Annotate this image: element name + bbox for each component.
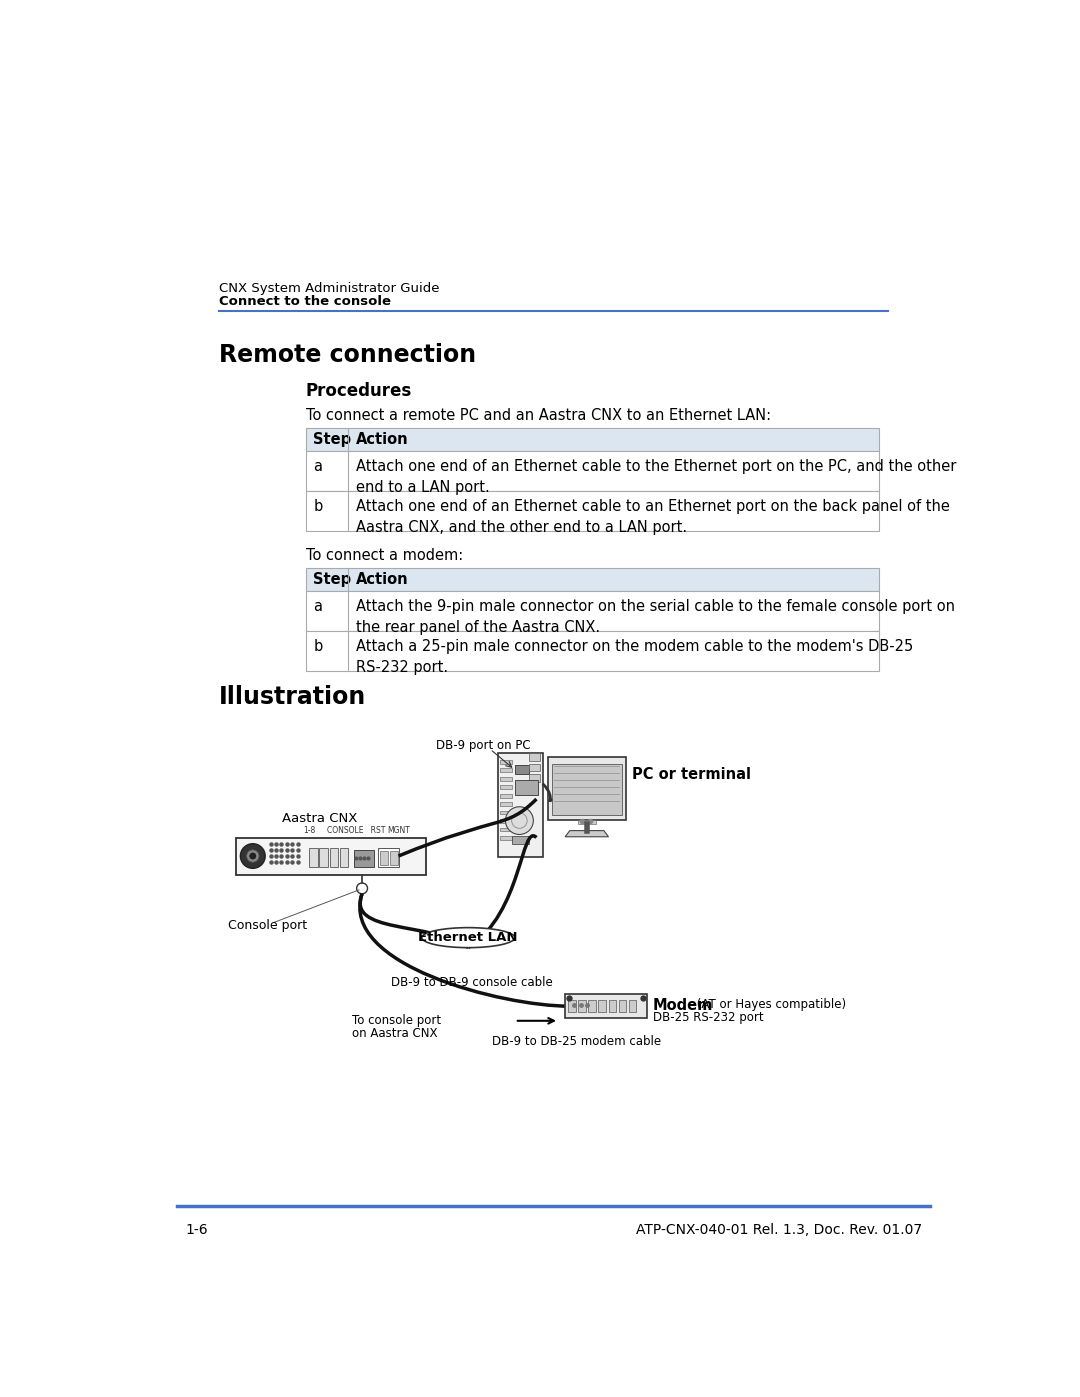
FancyBboxPatch shape [306, 451, 879, 490]
Text: Illustration: Illustration [218, 685, 366, 710]
Text: Connect to the console: Connect to the console [218, 295, 391, 309]
Text: Modem: Modem [652, 999, 713, 1013]
FancyBboxPatch shape [515, 780, 538, 795]
FancyBboxPatch shape [306, 591, 879, 631]
Text: ATP-CNX-040-01 Rel. 1.3, Doc. Rev. 01.07: ATP-CNX-040-01 Rel. 1.3, Doc. Rev. 01.07 [635, 1222, 921, 1236]
Circle shape [249, 854, 256, 859]
FancyBboxPatch shape [500, 835, 512, 840]
FancyBboxPatch shape [390, 851, 397, 865]
FancyBboxPatch shape [629, 1000, 636, 1013]
Text: DB-9 to DB-9 console cable: DB-9 to DB-9 console cable [391, 977, 553, 989]
Ellipse shape [422, 928, 515, 947]
FancyBboxPatch shape [235, 838, 426, 875]
FancyBboxPatch shape [500, 793, 512, 798]
FancyBboxPatch shape [309, 848, 318, 866]
Text: Ethernet LAN: Ethernet LAN [419, 932, 518, 944]
Text: (AT or Hayes compatible): (AT or Hayes compatible) [693, 999, 846, 1011]
Text: PC or terminal: PC or terminal [632, 767, 751, 782]
Text: DB-25 RS-232 port: DB-25 RS-232 port [652, 1011, 764, 1024]
Text: Step: Step [313, 573, 351, 587]
FancyBboxPatch shape [500, 785, 512, 789]
FancyBboxPatch shape [500, 760, 512, 764]
Text: b: b [313, 499, 323, 514]
Text: Console port: Console port [228, 919, 307, 932]
Text: DB-9 port on PC: DB-9 port on PC [435, 739, 530, 752]
FancyBboxPatch shape [578, 1000, 586, 1013]
FancyBboxPatch shape [500, 768, 512, 773]
Text: Action: Action [356, 573, 408, 587]
FancyBboxPatch shape [329, 848, 338, 866]
Text: To console port: To console port [352, 1014, 441, 1027]
Text: a: a [313, 458, 322, 474]
FancyBboxPatch shape [353, 849, 374, 866]
FancyBboxPatch shape [306, 490, 879, 531]
FancyBboxPatch shape [529, 774, 540, 782]
Text: CNX System Administrator Guide: CNX System Administrator Guide [218, 282, 440, 295]
Text: b: b [313, 638, 323, 654]
FancyBboxPatch shape [306, 569, 879, 591]
FancyBboxPatch shape [320, 848, 328, 866]
FancyBboxPatch shape [500, 810, 512, 814]
Circle shape [241, 844, 266, 869]
FancyBboxPatch shape [500, 777, 512, 781]
FancyBboxPatch shape [500, 827, 512, 831]
Text: Procedures: Procedures [306, 381, 411, 400]
Text: Attach one end of an Ethernet cable to an Ethernet port on the back panel of the: Attach one end of an Ethernet cable to a… [356, 499, 949, 535]
FancyBboxPatch shape [565, 993, 647, 1018]
FancyBboxPatch shape [306, 427, 879, 451]
Text: on Aastra CNX: on Aastra CNX [352, 1027, 437, 1039]
Text: 1-8: 1-8 [303, 826, 315, 835]
Text: Action: Action [356, 432, 408, 447]
FancyBboxPatch shape [589, 1000, 596, 1013]
Polygon shape [565, 831, 608, 837]
Circle shape [246, 849, 259, 862]
Text: Remote connection: Remote connection [218, 344, 476, 367]
FancyBboxPatch shape [512, 835, 529, 844]
Text: Aastra CNX: Aastra CNX [282, 812, 357, 826]
Text: a: a [313, 599, 322, 613]
Text: MGNT: MGNT [387, 826, 410, 835]
FancyBboxPatch shape [529, 753, 540, 760]
FancyBboxPatch shape [619, 1000, 626, 1013]
Circle shape [505, 806, 534, 834]
FancyBboxPatch shape [378, 848, 400, 866]
FancyBboxPatch shape [515, 766, 529, 774]
FancyBboxPatch shape [529, 764, 540, 771]
FancyBboxPatch shape [380, 851, 388, 865]
Text: To connect a modem:: To connect a modem: [306, 548, 462, 563]
Text: Attach one end of an Ethernet cable to the Ethernet port on the PC, and the othe: Attach one end of an Ethernet cable to t… [356, 458, 956, 495]
FancyBboxPatch shape [339, 848, 348, 866]
Text: CONSOLE   RST: CONSOLE RST [326, 826, 386, 835]
FancyBboxPatch shape [500, 802, 512, 806]
FancyBboxPatch shape [306, 631, 879, 671]
FancyBboxPatch shape [498, 753, 542, 856]
Text: Attach the 9-pin male connector on the serial cable to the female console port o: Attach the 9-pin male connector on the s… [356, 599, 955, 634]
Text: Attach a 25-pin male connector on the modem cable to the modem's DB-25
RS-232 po: Attach a 25-pin male connector on the mo… [356, 638, 913, 675]
Circle shape [356, 883, 367, 894]
Text: 1-6: 1-6 [186, 1222, 208, 1236]
FancyBboxPatch shape [578, 820, 596, 824]
Text: To connect a remote PC and an Aastra CNX to an Ethernet LAN:: To connect a remote PC and an Aastra CNX… [306, 408, 771, 423]
FancyBboxPatch shape [598, 1000, 606, 1013]
Text: DB-9 to DB-25 modem cable: DB-9 to DB-25 modem cable [491, 1035, 661, 1048]
FancyBboxPatch shape [552, 764, 622, 816]
FancyBboxPatch shape [548, 757, 625, 820]
FancyBboxPatch shape [500, 819, 512, 823]
FancyBboxPatch shape [568, 1000, 576, 1013]
FancyBboxPatch shape [608, 1000, 617, 1013]
Text: Step: Step [313, 432, 351, 447]
